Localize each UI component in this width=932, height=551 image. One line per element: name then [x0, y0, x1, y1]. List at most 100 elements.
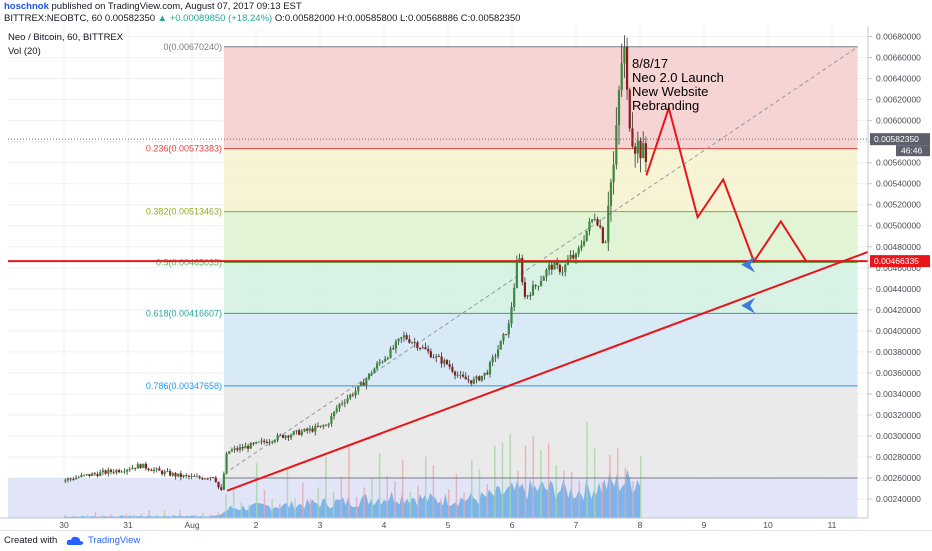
time-axis[interactable]: 30 31 Aug 2 3 4 5 6 7 8 9 10 11 — [0, 517, 868, 530]
candle-body — [190, 476, 193, 477]
time-tick-label: 6 — [510, 520, 515, 530]
candle-body — [548, 264, 551, 270]
candle-body — [107, 469, 110, 474]
candle-body — [198, 476, 201, 479]
candle-body — [303, 428, 306, 432]
fib-zone — [224, 211, 858, 263]
volume-bar — [424, 456, 427, 518]
candle-body — [550, 264, 553, 270]
candle-body — [220, 487, 223, 490]
volume-bar — [570, 471, 573, 518]
price-chart[interactable]: 0(0.00670240) 0.236(0.00573383) 0.382(0.00… — [0, 26, 932, 530]
candle-body — [179, 473, 182, 478]
volume-bar — [94, 512, 97, 518]
volume-bar — [394, 481, 396, 518]
time-tick-label: 7 — [574, 520, 579, 530]
volume-bar — [294, 498, 296, 518]
candle-body — [128, 469, 131, 470]
price-axis[interactable]: 0.00240000 0.00260000 0.00280000 0.00300000… — [867, 26, 932, 518]
price-tick-label: 0.00540000 — [876, 179, 921, 189]
candle-body — [429, 351, 432, 358]
candle-body — [341, 403, 344, 405]
price-axis-background — [868, 26, 932, 518]
fib-trend-dashed-line — [230, 46, 858, 471]
time-tick-label: 11 — [828, 520, 837, 530]
candle-body — [238, 447, 242, 450]
candle-body — [69, 478, 72, 480]
volume-bar — [609, 455, 611, 518]
chart-annotation[interactable]: 8/8/17 Neo 2.0 Launch New Website Rebran… — [632, 56, 724, 113]
candle-body — [359, 382, 363, 386]
candle-body — [203, 478, 207, 480]
volume-legend: Vol (20) — [8, 46, 41, 57]
ascending-trendline[interactable] — [226, 240, 897, 492]
volume-bar — [440, 498, 442, 518]
volume-bar — [232, 487, 235, 518]
volume-bar — [586, 421, 588, 518]
candle-body — [82, 474, 86, 476]
candle-body — [453, 371, 457, 376]
tradingview-cloud-icon — [66, 536, 84, 545]
candle-body — [228, 451, 231, 454]
bar-countdown-badge — [896, 145, 930, 157]
candle-body — [384, 358, 387, 362]
candle-body — [437, 356, 441, 357]
candle-body — [612, 164, 615, 183]
time-tick-label: 31 — [123, 520, 133, 530]
candle-body — [195, 476, 199, 478]
candle-body — [72, 478, 75, 480]
volume-bar — [401, 460, 404, 518]
candle-body — [214, 477, 217, 482]
candle-body — [349, 394, 352, 399]
candle-body — [346, 398, 349, 403]
volume-bar — [140, 513, 143, 518]
candle-body — [101, 470, 105, 473]
candle-body — [166, 471, 169, 472]
candle-body — [66, 478, 70, 481]
volume-bar — [486, 484, 488, 518]
candle-body — [397, 338, 400, 342]
candle-body — [410, 342, 414, 344]
volume-bar — [240, 502, 243, 518]
forecast-path[interactable] — [645, 104, 808, 264]
volume-bar — [471, 459, 473, 518]
candle-body — [171, 473, 174, 476]
annotation-line-2: Neo 2.0 Launch — [632, 70, 724, 85]
candle-body — [582, 240, 586, 246]
candle-body — [467, 379, 470, 381]
fib-label-0.5: 0.5(0.00465035) — [156, 258, 222, 268]
candle-body — [381, 361, 384, 363]
candle-body — [225, 453, 228, 474]
plot-area[interactable]: 0(0.00670240) 0.236(0.00573383) 0.382(0.00… — [8, 26, 897, 518]
candle-body — [351, 394, 354, 396]
price-tick-label: 0.00660000 — [876, 53, 921, 63]
time-tick-label: 2 — [254, 520, 259, 530]
price-tick-label: 0.00400000 — [876, 326, 921, 336]
candle-body — [435, 356, 438, 358]
fib-label-0.786: 0.786(0.00347658) — [146, 381, 222, 391]
candle-body — [591, 219, 594, 222]
candle-body — [400, 337, 403, 339]
arrow-left-icon — [741, 297, 756, 314]
fib-zone — [224, 148, 858, 212]
candle-body — [263, 440, 266, 442]
candle-body — [518, 258, 521, 261]
candle-body — [628, 89, 631, 129]
candle-body — [316, 426, 320, 427]
candle-body — [615, 125, 618, 165]
tradingview-brand-link[interactable]: TradingView — [88, 535, 141, 546]
candle-body — [343, 402, 346, 404]
candle-body — [292, 431, 295, 435]
candle-body — [526, 295, 529, 297]
volume-bar — [448, 488, 450, 518]
arrow-left-icon — [741, 256, 756, 273]
candle-body — [609, 182, 613, 206]
candle-body — [378, 362, 381, 364]
author-name[interactable]: hoschnok — [4, 1, 49, 12]
volume-bar — [279, 503, 281, 518]
candle-body — [236, 448, 239, 450]
candle-body — [169, 471, 172, 476]
candle-body — [300, 431, 303, 435]
volume-bar — [133, 514, 135, 518]
volume-bar — [624, 467, 627, 518]
